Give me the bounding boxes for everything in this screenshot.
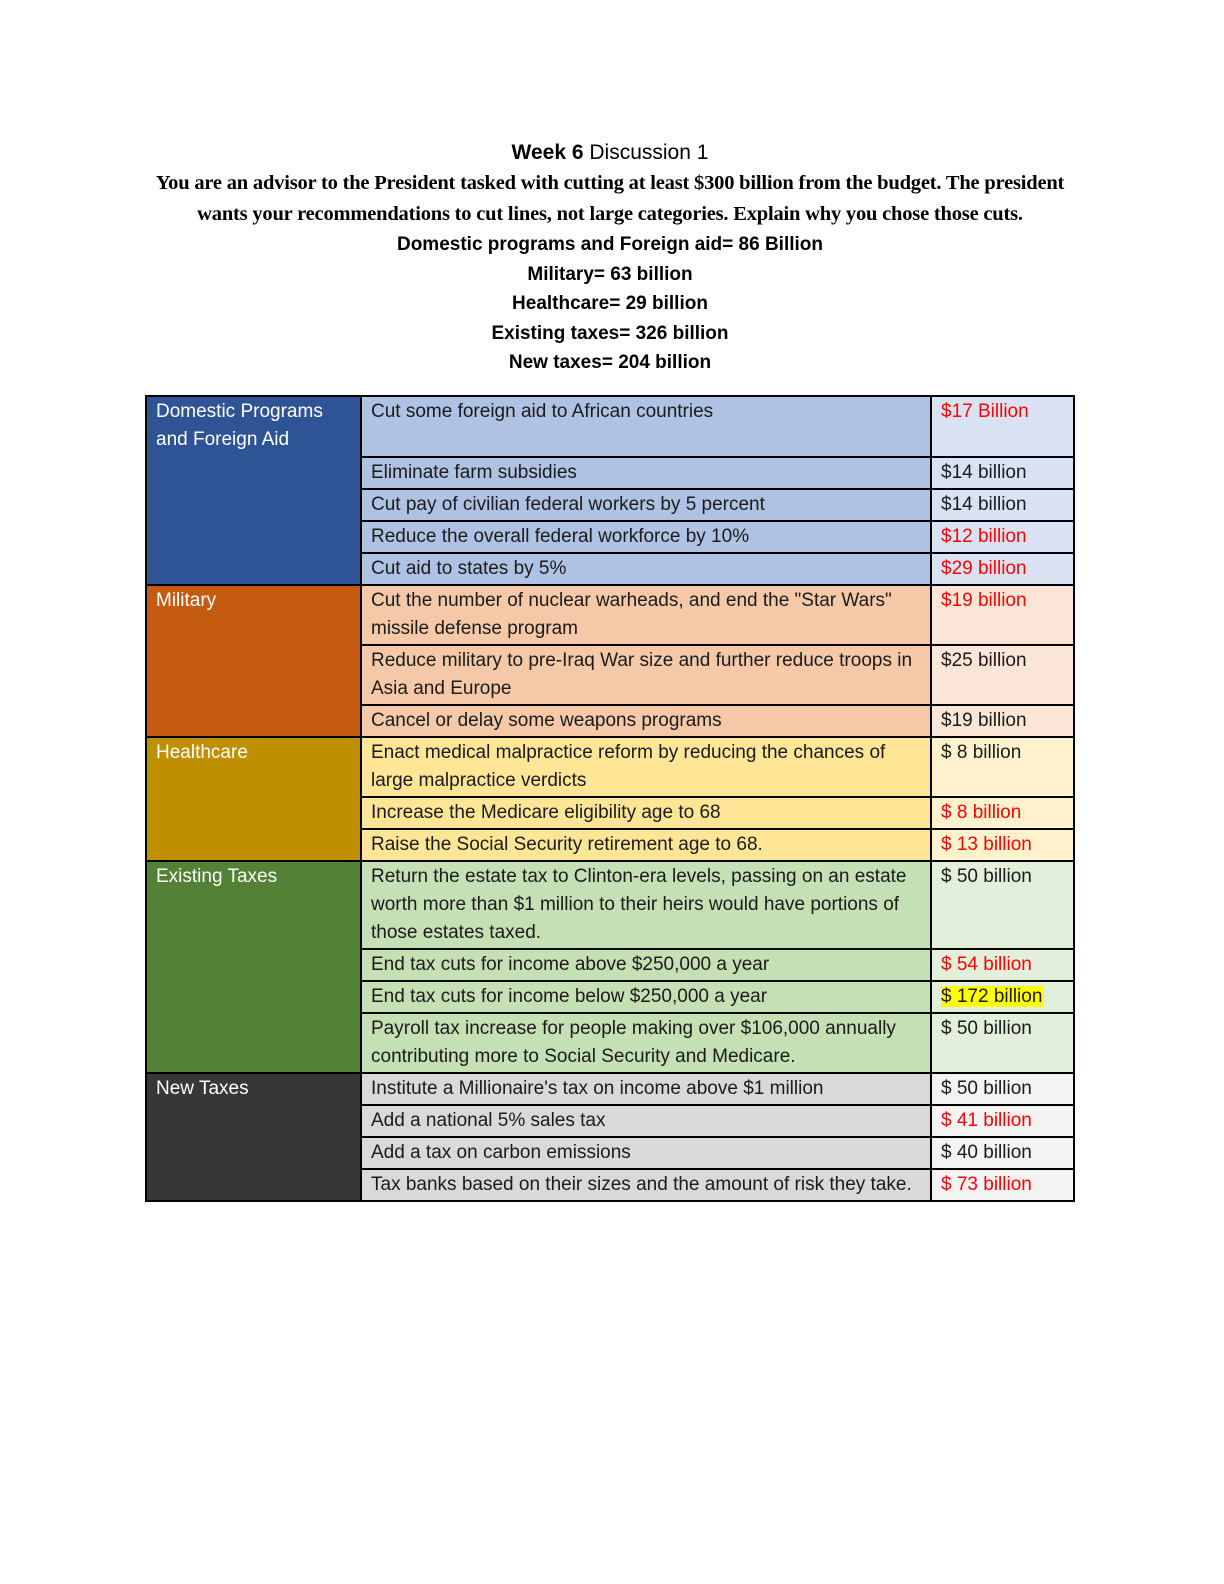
table-row: Eliminate farm subsidies $14 billion xyxy=(146,455,1075,490)
value-text: $29 billion xyxy=(941,557,1027,579)
table-row: Increase the Medicare eligibility age to… xyxy=(146,795,1075,830)
budget-item-description: Enact medical malpractice reform by redu… xyxy=(360,735,932,798)
table-row: Reduce military to pre-Iraq War size and… xyxy=(146,643,1075,706)
value-text: $12 billion xyxy=(941,525,1027,547)
value-text: $17 Billion xyxy=(941,400,1029,422)
budget-item-value: $ 50 billion xyxy=(930,1011,1075,1074)
budget-line-military: Military= 63 billion xyxy=(527,263,693,285)
budget-item-value: $ 41 billion xyxy=(930,1103,1075,1138)
budget-item-value: $14 billion xyxy=(930,487,1075,522)
value-text: $19 billion xyxy=(941,589,1027,611)
budget-item-description: Cut aid to states by 5% xyxy=(360,551,932,586)
budget-item-description: Cancel or delay some weapons programs xyxy=(360,703,932,738)
value-text: $ 8 billion xyxy=(941,801,1022,823)
budget-item-value: $ 40 billion xyxy=(930,1135,1075,1170)
table-row: Raise the Social Security retirement age… xyxy=(146,827,1075,862)
value-text: $ 50 billion xyxy=(941,1077,1032,1099)
budget-item-description: Reduce the overall federal workforce by … xyxy=(360,519,932,554)
budget-line-existing-taxes: Existing taxes= 326 billion xyxy=(491,322,729,344)
intro-paragraph: You are an advisor to the President task… xyxy=(155,172,1065,225)
table-row: Payroll tax increase for people making o… xyxy=(146,1011,1075,1074)
value-text: $ 50 billion xyxy=(941,1017,1032,1039)
budget-item-value: $12 billion xyxy=(930,519,1075,554)
table-row: Cancel or delay some weapons programs $19… xyxy=(146,703,1075,738)
budget-item-description: Payroll tax increase for people making o… xyxy=(360,1011,932,1074)
highlighted-value: $ 172 billion xyxy=(941,985,1045,1007)
budget-item-description: Raise the Social Security retirement age… xyxy=(360,827,932,862)
budget-item-description: End tax cuts for income below $250,000 a… xyxy=(360,979,932,1014)
value-text: $ 41 billion xyxy=(941,1109,1032,1131)
budget-line-domestic: Domestic programs and Foreign aid= 86 Bi… xyxy=(396,234,823,255)
table-row: Existing Taxes Return the estate tax to C… xyxy=(145,859,1075,1074)
category-cell-domestic-programs-and-foreign-aid: Domestic Programs and Foreign Aid xyxy=(145,394,362,586)
table-row: Domestic Programs and Foreign Aid Cut som… xyxy=(145,394,1075,586)
category-cell-military: Military xyxy=(145,583,362,738)
table-row: Add a tax on carbon emissions $ 40 billio… xyxy=(146,1135,1075,1170)
budget-item-description: Tax banks based on their sizes and the a… xyxy=(360,1167,932,1202)
budget-item-description: Cut some foreign aid to African countrie… xyxy=(360,394,932,458)
value-text: $ 50 billion xyxy=(941,865,1032,887)
budget-item-value: $19 billion xyxy=(930,583,1075,646)
page-title-week: Week 6 xyxy=(511,141,584,164)
budget-item-value: $14 billion xyxy=(930,455,1075,490)
budget-item-description: Reduce military to pre-Iraq War size and… xyxy=(360,643,932,706)
value-text: $25 billion xyxy=(941,649,1027,671)
table-row: End tax cuts for income above $250,000 a… xyxy=(146,947,1075,982)
category-cell-healthcare: Healthcare xyxy=(145,735,362,862)
budget-item-value: $ 8 billion xyxy=(930,795,1075,830)
page-title-discussion: Discussion 1 xyxy=(583,141,709,164)
budget-item-description: Add a tax on carbon emissions xyxy=(360,1135,932,1170)
value-text: $14 billion xyxy=(941,461,1027,483)
budget-item-value: $25 billion xyxy=(930,643,1075,706)
budget-item-value: $ 172 billion xyxy=(930,979,1075,1014)
page-title: Week 6 Discussion 1 xyxy=(145,140,1075,166)
table-row: Cut pay of civilian federal workers by 5… xyxy=(146,487,1075,522)
budget-item-value: $ 50 billion xyxy=(930,1071,1075,1106)
budget-line-healthcare: Healthcare= 29 billion xyxy=(512,293,708,314)
table-row: Add a national 5% sales tax $ 41 billion xyxy=(146,1103,1075,1138)
value-text: $ 8 billion xyxy=(941,741,1022,763)
budget-item-value: $ 8 billion xyxy=(930,735,1075,798)
budget-item-value: $19 billion xyxy=(930,703,1075,738)
table-row: Reduce the overall federal workforce by … xyxy=(146,519,1075,554)
table-row: New Taxes Institute a Millionaire's tax o… xyxy=(145,1071,1075,1202)
budget-item-value: $ 54 billion xyxy=(930,947,1075,982)
value-text: $19 billion xyxy=(941,709,1027,731)
table-row: Tax banks based on their sizes and the a… xyxy=(146,1167,1075,1202)
budget-item-value: $ 73 billion xyxy=(930,1167,1075,1202)
budget-item-description: Eliminate farm subsidies xyxy=(360,455,932,490)
table-row: Cut aid to states by 5% $29 billion xyxy=(146,551,1075,586)
budget-item-value: $ 50 billion xyxy=(930,859,1075,950)
table-row: End tax cuts for income below $250,000 a… xyxy=(146,979,1075,1014)
budget-item-value: $ 13 billion xyxy=(930,827,1075,862)
budget-item-description: End tax cuts for income above $250,000 a… xyxy=(360,947,932,982)
budget-item-description: Cut pay of civilian federal workers by 5… xyxy=(360,487,932,522)
budget-item-value: $17 Billion xyxy=(930,394,1075,458)
budget-item-description: Cut the number of nuclear warheads, and … xyxy=(360,583,932,646)
budget-item-description: Increase the Medicare eligibility age to… xyxy=(360,795,932,830)
budget-item-description: Institute a Millionaire's tax on income … xyxy=(360,1071,932,1106)
category-cell-new-taxes: New Taxes xyxy=(145,1071,362,1202)
budget-table: Domestic Programs and Foreign Aid Cut som… xyxy=(145,394,1075,1202)
value-text: $ 40 billion xyxy=(941,1141,1032,1163)
document-page: Week 6 Discussion 1 You are an advisor t… xyxy=(145,140,1075,1202)
table-row: Healthcare Enact medical malpractice refo… xyxy=(145,735,1075,862)
budget-table-body: Domestic Programs and Foreign Aid Cut som… xyxy=(145,394,1075,1202)
table-row: Military Cut the number of nuclear warhea… xyxy=(145,583,1075,738)
budget-line-new-taxes: New taxes= 204 billion xyxy=(508,352,712,373)
value-text: $ 73 billion xyxy=(941,1173,1032,1195)
value-text: $ 13 billion xyxy=(941,833,1032,855)
value-text: $14 billion xyxy=(941,493,1027,515)
category-cell-existing-taxes: Existing Taxes xyxy=(145,859,362,1074)
budget-item-description: Add a national 5% sales tax xyxy=(360,1103,932,1138)
budget-summary: Domestic programs and Foreign aid= 86 Bi… xyxy=(145,230,1075,378)
budget-item-description: Return the estate tax to Clinton-era lev… xyxy=(360,859,932,950)
budget-item-value: $29 billion xyxy=(930,551,1075,586)
value-text: $ 54 billion xyxy=(941,953,1032,975)
